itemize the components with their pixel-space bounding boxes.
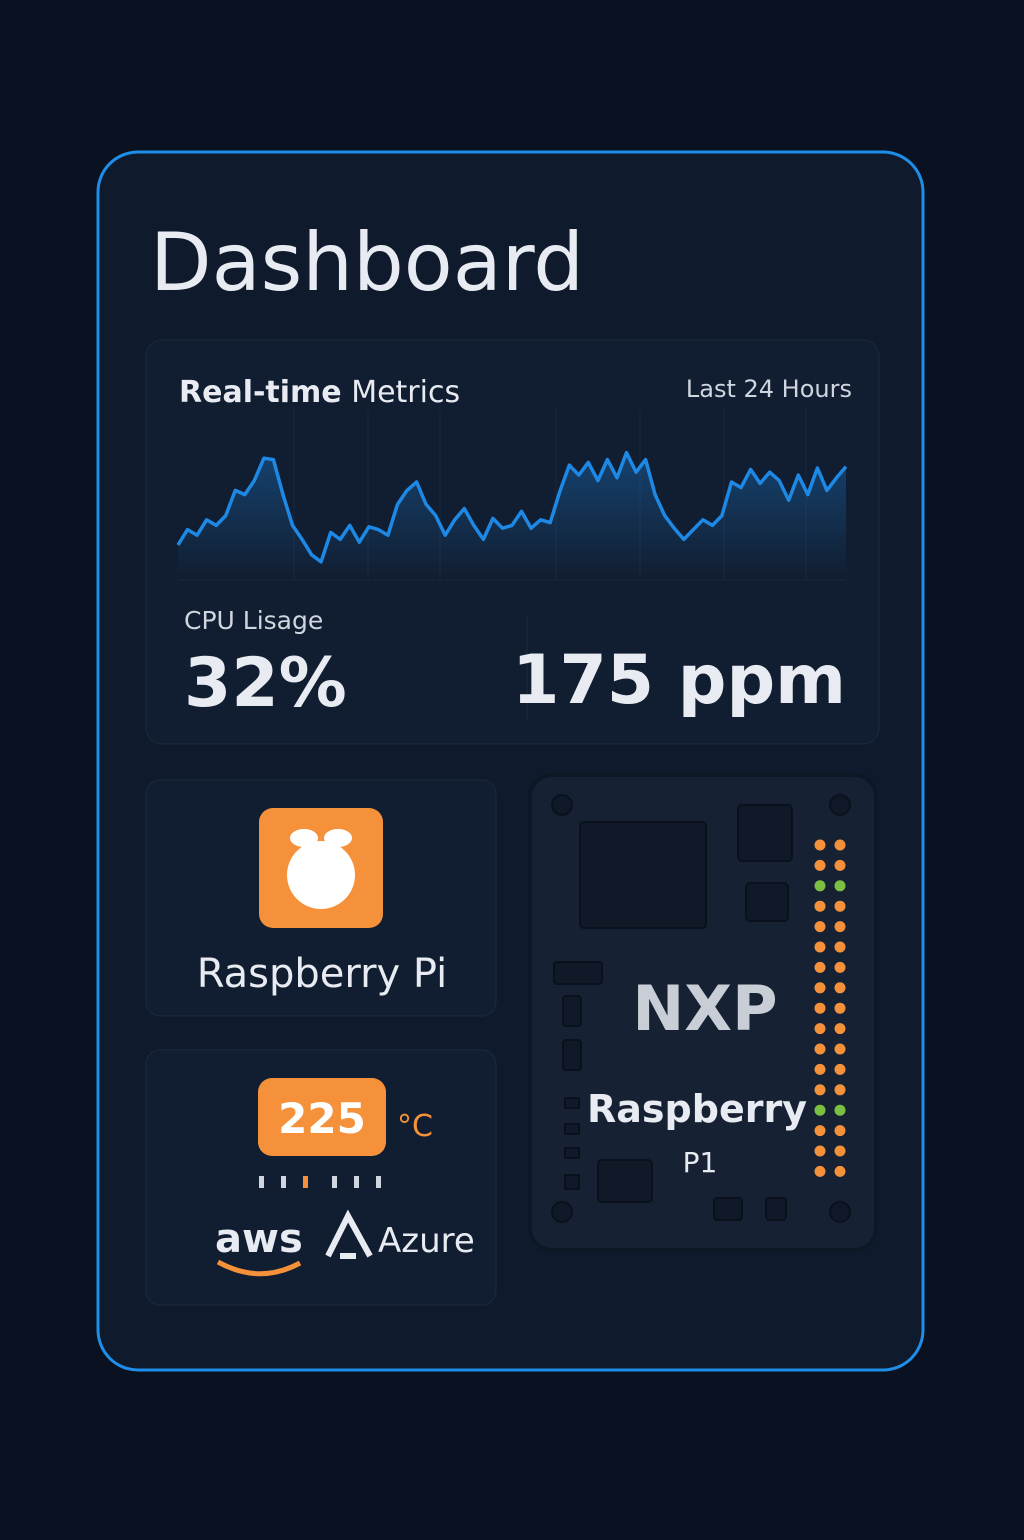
pin — [834, 941, 846, 953]
pin — [834, 1002, 846, 1014]
pin — [814, 941, 826, 953]
pin-header — [814, 839, 846, 1177]
board-line2: P1 — [683, 1146, 718, 1179]
metrics-title-rest: Metrics — [351, 375, 460, 410]
pin — [814, 1002, 826, 1014]
pin — [834, 1125, 846, 1137]
pin — [834, 880, 846, 892]
title: Dashboard — [150, 216, 584, 309]
pin — [814, 1063, 826, 1075]
pin — [834, 1023, 846, 1035]
dashes — [259, 1176, 381, 1188]
pin — [814, 1165, 826, 1177]
pin — [814, 1023, 826, 1035]
aws-logo: aws — [215, 1216, 303, 1262]
pin — [814, 921, 826, 933]
pin — [814, 859, 826, 871]
azure-logo: Azure — [378, 1221, 475, 1261]
pin — [814, 982, 826, 994]
ppm-value: 175 ppm — [512, 641, 846, 720]
sensor-panel — [145, 1049, 497, 1306]
pin — [834, 1165, 846, 1177]
raspberry-logo — [287, 829, 355, 909]
pin — [834, 1145, 846, 1157]
pin — [814, 961, 826, 973]
metrics-title-bold: Real-time — [179, 375, 342, 410]
temperature: 225 — [278, 1094, 366, 1143]
azure-mark — [325, 1209, 373, 1259]
pin — [834, 982, 846, 994]
board-brand: NXP — [632, 972, 777, 1045]
pin — [834, 921, 846, 933]
board-parts — [551, 794, 851, 1223]
temperature-unit: °C — [397, 1109, 433, 1144]
pin — [834, 859, 846, 871]
pin — [814, 839, 826, 851]
range-label: Last 24 Hours — [686, 375, 852, 403]
metrics-title: Real-time Metrics — [179, 375, 460, 410]
pin — [834, 1043, 846, 1055]
chart — [176, 450, 848, 580]
pin — [834, 961, 846, 973]
pin — [814, 1125, 826, 1137]
temperature-badge — [258, 1078, 386, 1156]
pin — [814, 1145, 826, 1157]
pin — [814, 1084, 826, 1096]
line-area — [178, 452, 846, 580]
pin — [834, 1104, 846, 1116]
aws-smile — [216, 1259, 302, 1277]
pin — [834, 1063, 846, 1075]
pin — [834, 839, 846, 851]
pin — [834, 900, 846, 912]
cpu-value: 32% — [184, 644, 347, 723]
pin — [814, 1043, 826, 1055]
board-line1: Raspberry — [587, 1087, 807, 1131]
device-name: Raspberry Pi — [197, 951, 448, 997]
cpu-label: CPU Lisage — [184, 606, 323, 635]
pin — [814, 880, 826, 892]
pin — [814, 900, 826, 912]
pin — [814, 1104, 826, 1116]
pin — [834, 1084, 846, 1096]
line — [176, 450, 848, 564]
